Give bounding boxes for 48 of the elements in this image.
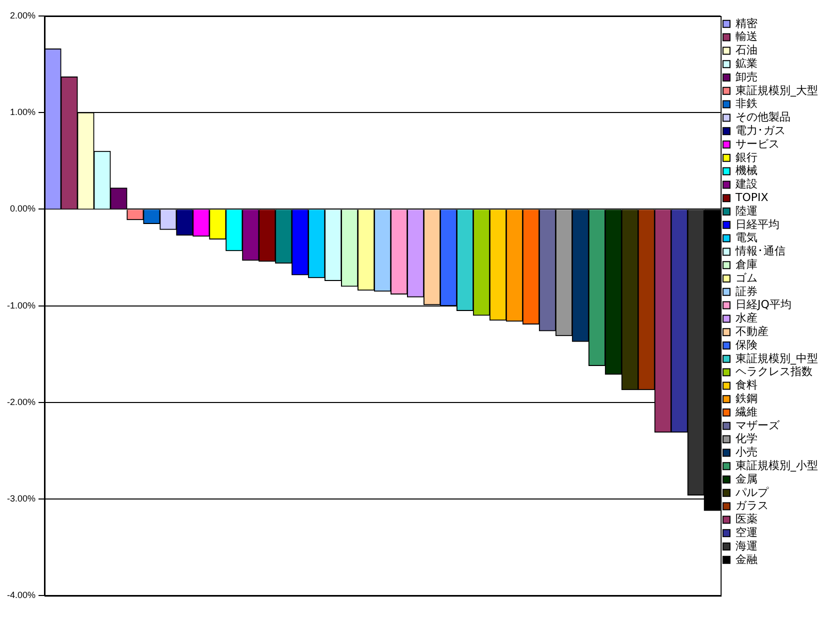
legend-label: 化学 [736,432,758,446]
legend-label: 金属 [736,472,758,486]
legend-label: 倉庫 [736,258,758,271]
y-tick-label: 0.00% [10,204,36,214]
legend-label: ゴム [736,271,758,284]
legend-label: 医薬 [736,512,758,526]
legend-label: 建設 [734,178,758,191]
legend-label: その他製品 [736,110,790,124]
legend-label: 空運 [736,526,758,539]
legend-label: 機械 [736,164,758,178]
legend-label: 繊維 [734,405,758,418]
legend-label: ヘラクレス指数 [736,365,812,378]
legend-label: パルプ [734,486,770,499]
legend-label: 鉱業 [736,56,758,70]
legend-label: 海運 [736,539,758,552]
legend-label: TOPIX [734,190,769,204]
legend-label: 輸送 [736,30,758,44]
legend-label: 食料 [736,378,758,392]
y-tick-label: 1.00% [10,107,36,118]
y-tick-label: 2.00% [10,10,36,20]
legend-label: 電気 [736,231,758,244]
y-tick-label: -1.00% [6,300,36,310]
legend-label: 水産 [736,312,758,325]
y-tick-label: -3.00% [6,493,36,504]
legend-label: 東証規模別_小型 [736,458,818,472]
legend-label: 金融 [736,552,758,566]
legend-label: 小売 [736,446,758,459]
legend-label: ガラス [736,499,768,512]
legend-label: マザーズ [736,418,780,432]
legend-label: 石油 [736,44,758,57]
legend-label: 東証規模別_大型 [736,84,818,97]
legend-label: 情報･通信 [734,244,786,258]
legend-label: 証券 [736,284,758,298]
legend-label: 日経JQ平均 [736,298,792,312]
legend-label: 陸運 [736,204,758,218]
legend-label: 精密 [736,16,758,30]
y-tick-label: -2.00% [6,396,36,407]
legend-label: 鉄鋼 [736,392,758,405]
legend-label: サービス [736,137,780,150]
legend-label: 保険 [736,338,758,352]
legend-label: 卸売 [736,70,758,84]
legend-label: 銀行 [736,150,758,164]
y-tick-label: -4.00% [6,590,36,600]
legend-label: 非鉄 [736,97,758,110]
legend-label: 東証規模別_中型 [736,352,818,365]
legend-label: 不動産 [736,324,768,338]
legend-label: 電力･ガス [736,124,786,137]
legend-label: 日経平均 [736,218,780,231]
